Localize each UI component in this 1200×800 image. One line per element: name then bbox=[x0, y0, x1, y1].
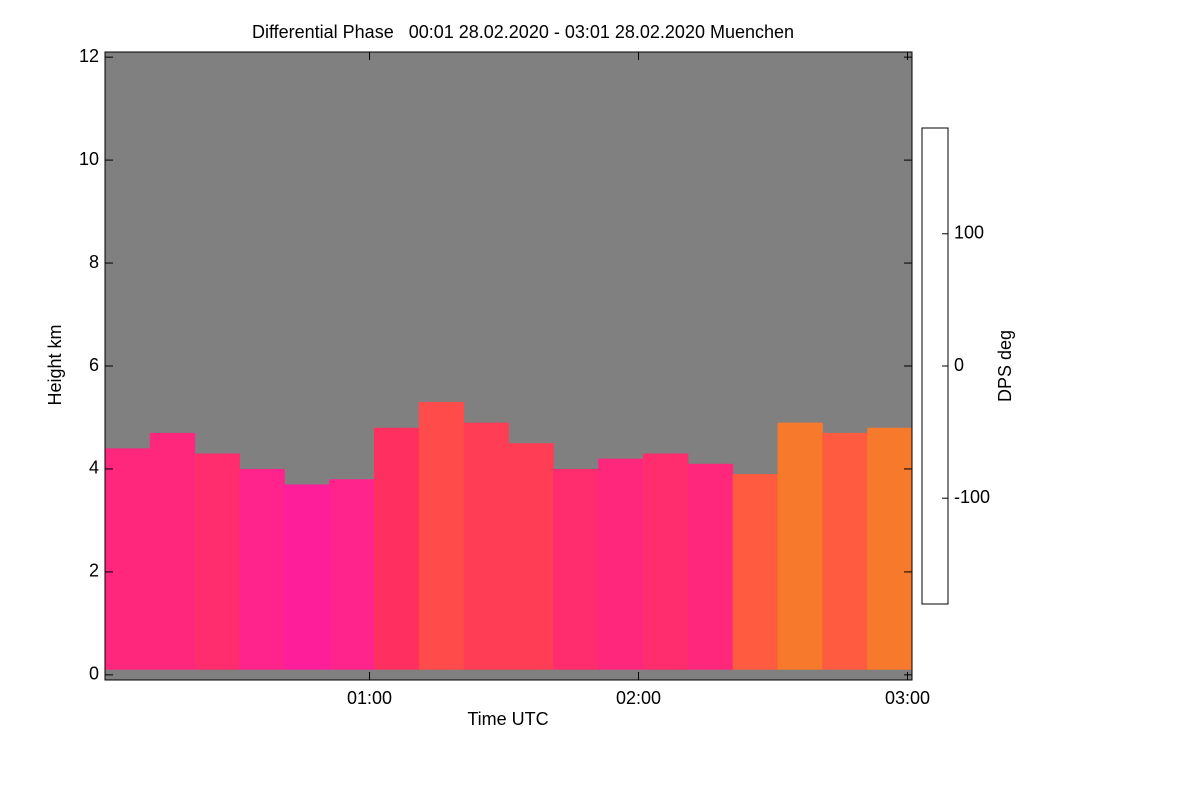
heat-cell bbox=[418, 402, 465, 670]
heat-cell bbox=[105, 448, 151, 670]
y-tick-label: 8 bbox=[89, 252, 99, 272]
y-tick-label: 6 bbox=[89, 355, 99, 375]
chart-title: Differential Phase 00:01 28.02.2020 - 03… bbox=[252, 22, 794, 42]
heat-cell bbox=[822, 432, 868, 670]
heat-cell bbox=[777, 422, 823, 670]
y-tick-label: 10 bbox=[79, 149, 99, 169]
colorbar-tick-label: 100 bbox=[954, 223, 984, 243]
heat-cell bbox=[374, 427, 420, 670]
y-tick-label: 4 bbox=[89, 458, 99, 478]
y-tick-label: 12 bbox=[79, 46, 99, 66]
heat-cell bbox=[508, 443, 554, 670]
heat-cell bbox=[553, 468, 599, 670]
heat-cell bbox=[149, 432, 196, 670]
x-tick-label: 01:00 bbox=[347, 688, 392, 708]
y-axis-label: Height km bbox=[45, 324, 65, 405]
y-tick-label: 0 bbox=[89, 664, 99, 684]
x-tick-label: 02:00 bbox=[616, 688, 661, 708]
heat-cell bbox=[867, 427, 913, 670]
heat-cell bbox=[463, 422, 509, 670]
heat-cell bbox=[598, 458, 644, 670]
x-tick-label: 03:00 bbox=[885, 688, 930, 708]
colorbar-tick-label: 0 bbox=[954, 355, 964, 375]
heat-cell bbox=[687, 463, 734, 670]
heat-cell bbox=[194, 453, 240, 670]
heat-cell bbox=[643, 453, 689, 670]
heat-cell bbox=[329, 479, 375, 670]
heat-cell bbox=[732, 474, 778, 670]
x-axis-label: Time UTC bbox=[467, 709, 548, 729]
heat-cell bbox=[284, 484, 330, 670]
y-tick-label: 2 bbox=[89, 561, 99, 581]
colorbar-tick-label: -100 bbox=[954, 487, 990, 507]
heat-cell bbox=[239, 468, 285, 670]
colorbar-label: DPS deg bbox=[995, 330, 1015, 402]
